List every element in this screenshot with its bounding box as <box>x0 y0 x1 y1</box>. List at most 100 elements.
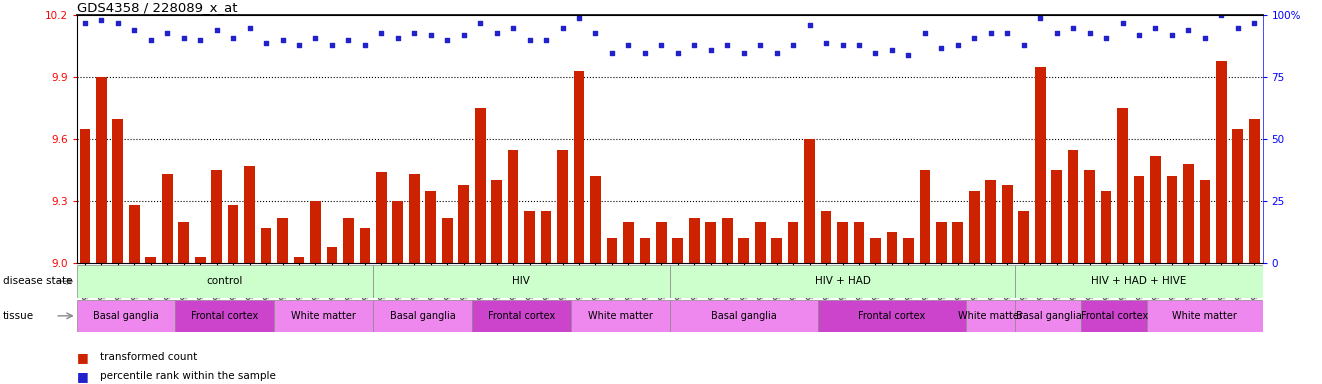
Bar <box>178 222 189 263</box>
Bar <box>722 218 732 263</box>
Bar <box>969 191 980 263</box>
Bar <box>1232 129 1243 263</box>
Point <box>107 20 128 26</box>
Bar <box>1183 164 1194 263</box>
Bar <box>670 265 1015 298</box>
Bar <box>245 166 255 263</box>
Bar <box>1134 176 1145 263</box>
Bar <box>1147 300 1263 332</box>
Bar <box>426 191 436 263</box>
Bar <box>375 172 387 263</box>
Text: GDS4358 / 228089_x_at: GDS4358 / 228089_x_at <box>77 1 237 14</box>
Text: HIV + HAD + HIVE: HIV + HAD + HIVE <box>1091 276 1187 286</box>
Text: Frontal cortex: Frontal cortex <box>192 311 259 321</box>
Point <box>865 50 886 56</box>
Bar <box>739 238 750 263</box>
Bar <box>278 218 288 263</box>
Point <box>189 37 210 43</box>
Text: Basal ganglia: Basal ganglia <box>94 311 159 321</box>
Point <box>272 37 293 43</box>
Point <box>370 30 391 36</box>
Bar <box>79 129 90 263</box>
Point <box>1046 30 1067 36</box>
Point <box>338 37 360 43</box>
Text: transformed count: transformed count <box>100 352 198 362</box>
Point <box>1145 25 1166 31</box>
Text: Frontal cortex: Frontal cortex <box>858 311 925 321</box>
Point <box>453 32 475 38</box>
Bar <box>788 222 798 263</box>
Bar <box>145 257 156 263</box>
Point <box>617 42 639 48</box>
Bar <box>771 238 783 263</box>
Point <box>783 42 804 48</box>
Bar <box>1150 156 1161 263</box>
Point <box>1096 35 1117 41</box>
Text: White matter: White matter <box>958 311 1023 321</box>
Point <box>602 50 623 56</box>
Text: White matter: White matter <box>291 311 356 321</box>
Bar <box>1068 149 1079 263</box>
Point <box>124 27 145 33</box>
Point <box>157 30 178 36</box>
Bar <box>920 170 931 263</box>
Bar <box>1166 176 1178 263</box>
Bar <box>112 119 123 263</box>
Point <box>1178 27 1199 33</box>
Bar <box>442 218 452 263</box>
Text: Basal ganglia: Basal ganglia <box>1015 311 1081 321</box>
Bar <box>525 212 535 263</box>
Text: Frontal cortex: Frontal cortex <box>1080 311 1147 321</box>
Bar <box>1084 170 1095 263</box>
Point <box>849 42 870 48</box>
Bar <box>161 174 173 263</box>
Point <box>403 30 424 36</box>
Point <box>288 42 309 48</box>
Point <box>832 42 853 48</box>
Point <box>436 37 457 43</box>
Point <box>553 25 574 31</box>
Bar <box>607 238 617 263</box>
Point <box>1227 25 1248 31</box>
Bar <box>952 222 964 263</box>
Bar <box>492 180 502 263</box>
Bar <box>590 176 600 263</box>
Bar <box>227 205 238 263</box>
Point <box>683 42 705 48</box>
Point <box>502 25 524 31</box>
Point <box>668 50 689 56</box>
Point <box>535 37 557 43</box>
Point <box>635 50 656 56</box>
Point <box>701 47 722 53</box>
Bar <box>344 218 354 263</box>
Point <box>1211 12 1232 18</box>
Point <box>206 27 227 33</box>
Bar <box>706 222 717 263</box>
Text: tissue: tissue <box>3 311 34 321</box>
Text: ■: ■ <box>77 351 89 364</box>
Point <box>750 42 771 48</box>
Bar <box>903 238 914 263</box>
Point <box>798 22 820 28</box>
Bar <box>373 265 670 298</box>
Bar <box>1249 119 1260 263</box>
Point <box>222 35 243 41</box>
Bar <box>541 212 551 263</box>
Point <box>568 15 590 21</box>
Bar <box>818 300 966 332</box>
Point <box>1030 15 1051 21</box>
Point <box>520 37 541 43</box>
Bar <box>77 300 176 332</box>
Bar <box>1216 61 1227 263</box>
Point <box>717 42 738 48</box>
Bar <box>1051 170 1062 263</box>
Point <box>898 52 919 58</box>
Point <box>584 30 605 36</box>
Point <box>964 35 985 41</box>
Text: control: control <box>206 276 243 286</box>
Bar <box>508 149 518 263</box>
Point <box>239 25 260 31</box>
Bar <box>472 300 571 332</box>
Bar <box>176 300 275 332</box>
Point <box>1079 30 1100 36</box>
